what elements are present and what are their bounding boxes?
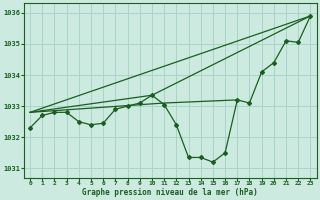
X-axis label: Graphe pression niveau de la mer (hPa): Graphe pression niveau de la mer (hPa) (82, 188, 258, 197)
